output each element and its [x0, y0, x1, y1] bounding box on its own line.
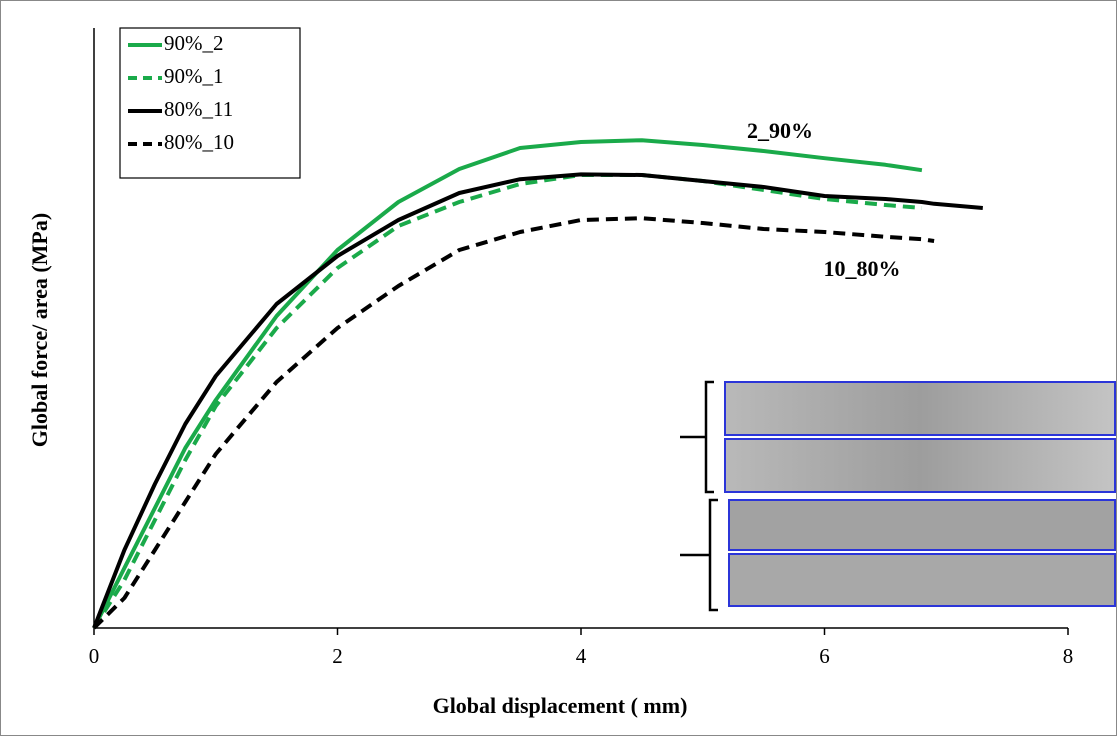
series-line — [92, 172, 983, 629]
legend-label: 90%_1 — [164, 64, 224, 88]
x-tick-label: 0 — [89, 644, 100, 668]
annotation: 2_90% — [747, 118, 813, 143]
legend-label: 90%_2 — [164, 31, 224, 55]
sample-strip — [728, 553, 1116, 607]
x-tick-label: 2 — [332, 644, 343, 668]
x-tick-label: 8 — [1063, 644, 1074, 668]
legend-label: 80%_10 — [164, 130, 234, 154]
inset — [680, 380, 1116, 612]
legend — [119, 27, 301, 179]
x-tick-label: 4 — [576, 644, 587, 668]
sample-strip — [724, 438, 1116, 493]
bracket — [680, 380, 714, 494]
annotation: 10_80% — [824, 256, 901, 281]
sample-strip — [724, 381, 1116, 436]
sample-strip — [728, 499, 1116, 551]
legend-label: 80%_11 — [164, 97, 233, 121]
y-axis-label: Global force/ area (MPa) — [27, 213, 52, 447]
bracket — [680, 498, 718, 612]
x-tick-label: 6 — [819, 644, 830, 668]
x-axis-label: Global displacement ( mm) — [433, 693, 688, 718]
series-line — [92, 216, 935, 630]
series-line — [92, 138, 923, 629]
series-line — [92, 173, 923, 630]
